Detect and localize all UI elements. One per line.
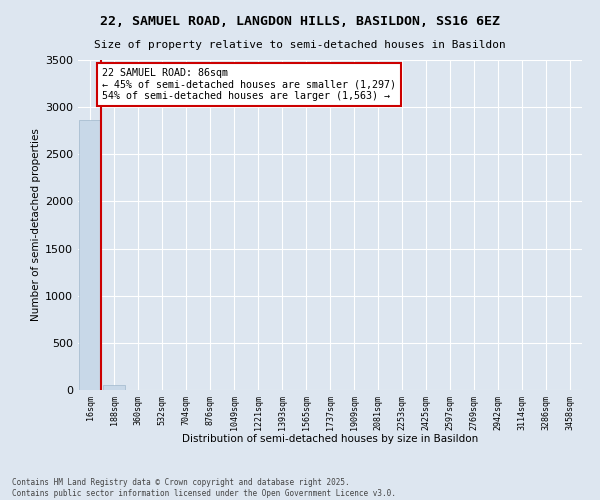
- Bar: [103, 385, 125, 390]
- X-axis label: Distribution of semi-detached houses by size in Basildon: Distribution of semi-detached houses by …: [182, 434, 478, 444]
- Text: 22, SAMUEL ROAD, LANGDON HILLS, BASILDON, SS16 6EZ: 22, SAMUEL ROAD, LANGDON HILLS, BASILDON…: [100, 15, 500, 28]
- Y-axis label: Number of semi-detached properties: Number of semi-detached properties: [31, 128, 41, 322]
- Text: Contains HM Land Registry data © Crown copyright and database right 2025.
Contai: Contains HM Land Registry data © Crown c…: [12, 478, 396, 498]
- Text: Size of property relative to semi-detached houses in Basildon: Size of property relative to semi-detach…: [94, 40, 506, 50]
- Bar: [79, 120, 101, 390]
- Text: 22 SAMUEL ROAD: 86sqm
← 45% of semi-detached houses are smaller (1,297)
54% of s: 22 SAMUEL ROAD: 86sqm ← 45% of semi-deta…: [102, 68, 396, 100]
